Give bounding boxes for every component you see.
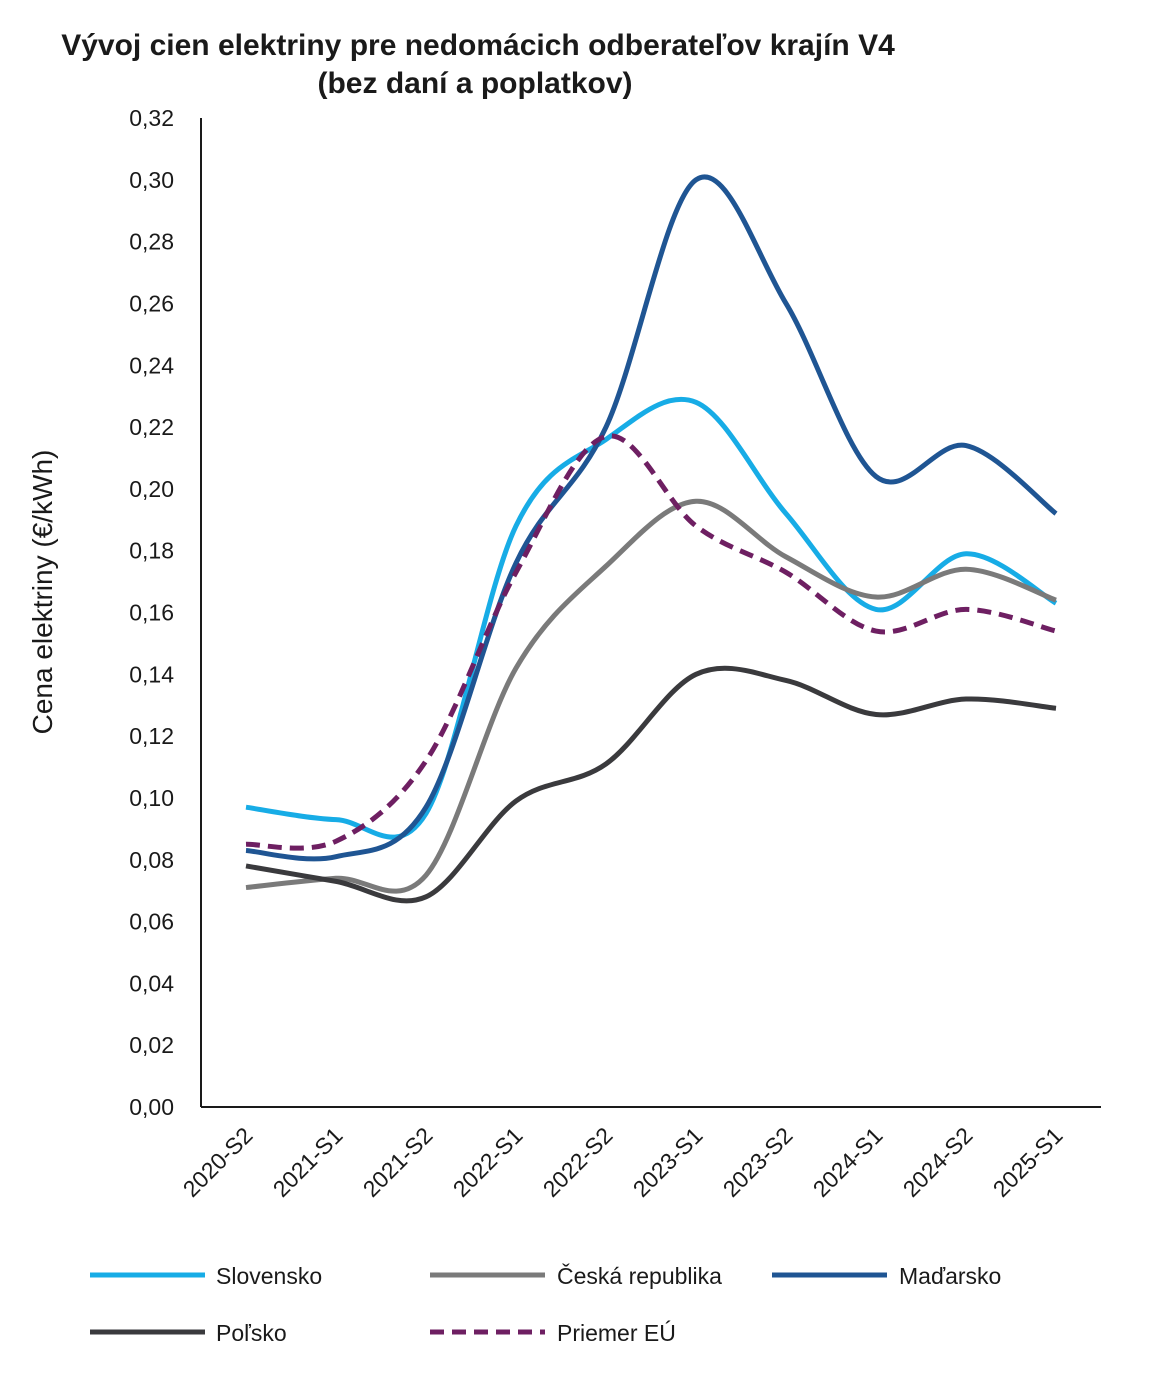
y-tick-label: 0,30	[129, 167, 174, 193]
x-tick-label: 2023-S1	[628, 1122, 708, 1202]
legend-item-ceska-republika: Česká republika	[430, 1262, 722, 1289]
series-line-priemer-eu	[245, 433, 1057, 851]
y-tick-label: 0,00	[129, 1094, 174, 1120]
series-line-madarsko	[245, 174, 1058, 862]
x-tick-label: 2024-S2	[898, 1122, 978, 1202]
y-tick-label: 0,32	[129, 105, 174, 131]
series-line-ceska-republika	[245, 498, 1057, 894]
legend-label-slovensko: Slovensko	[216, 1263, 322, 1289]
y-tick-labels: 0,00 0,02 0,04 0,06 0,08 0,10 0,12 0,14 0,16 0,18…	[129, 105, 174, 1120]
y-tick-label: 0,08	[129, 847, 174, 873]
chart-title-line2: (bez daní a poplatkov)	[317, 67, 632, 100]
y-tick-label: 0,24	[129, 352, 174, 378]
series-line-polsko	[245, 665, 1057, 904]
legend-item-madarsko: Maďarsko	[772, 1263, 1001, 1289]
legend: Slovensko Česká republika Maďarsko Poľsk…	[90, 1262, 1001, 1346]
y-tick-label: 0,10	[129, 785, 174, 811]
x-tick-label: 2020-S2	[178, 1122, 258, 1202]
x-tick-label: 2024-S1	[808, 1122, 888, 1202]
chart-title-line1: Vývoj cien elektriny pre nedomácich odbe…	[61, 29, 895, 62]
y-tick-label: 0,02	[129, 1032, 174, 1058]
y-tick-label: 0,26	[129, 290, 174, 316]
y-tick-label: 0,12	[129, 723, 174, 749]
y-tick-label: 0,28	[129, 229, 174, 255]
x-tick-label: 2025-S1	[988, 1122, 1068, 1202]
y-tick-label: 0,22	[129, 414, 174, 440]
legend-label-polsko: Poľsko	[216, 1320, 287, 1346]
y-tick-label: 0,14	[129, 661, 174, 687]
legend-label-madarsko: Maďarsko	[899, 1263, 1001, 1289]
y-tick-label: 0,18	[129, 538, 174, 564]
legend-label-ceska-republika: Česká republika	[557, 1262, 722, 1289]
x-tick-label: 2023-S2	[718, 1122, 798, 1202]
x-tick-label: 2021-S2	[358, 1122, 438, 1202]
x-tick-label: 2022-S2	[538, 1122, 618, 1202]
y-tick-label: 0,20	[129, 476, 174, 502]
series-line-slovensko	[245, 396, 1058, 840]
y-tick-label: 0,06	[129, 909, 174, 935]
y-axis-label: Cena elektriny (€/kWh)	[27, 450, 58, 735]
x-tick-labels: 2020-S2 2021-S1 2021-S2 2022-S1 2022-S2 2023-…	[178, 1122, 1068, 1202]
y-tick-label: 0,04	[129, 970, 174, 996]
y-tick-label: 0,16	[129, 600, 174, 626]
legend-item-polsko: Poľsko	[90, 1320, 287, 1346]
series-lines	[245, 174, 1058, 904]
legend-label-priemer-eu: Priemer EÚ	[557, 1320, 676, 1346]
legend-item-priemer-eu: Priemer EÚ	[430, 1320, 676, 1346]
x-tick-label: 2022-S1	[448, 1122, 528, 1202]
x-tick-label: 2021-S1	[268, 1122, 348, 1202]
legend-item-slovensko: Slovensko	[90, 1263, 322, 1289]
